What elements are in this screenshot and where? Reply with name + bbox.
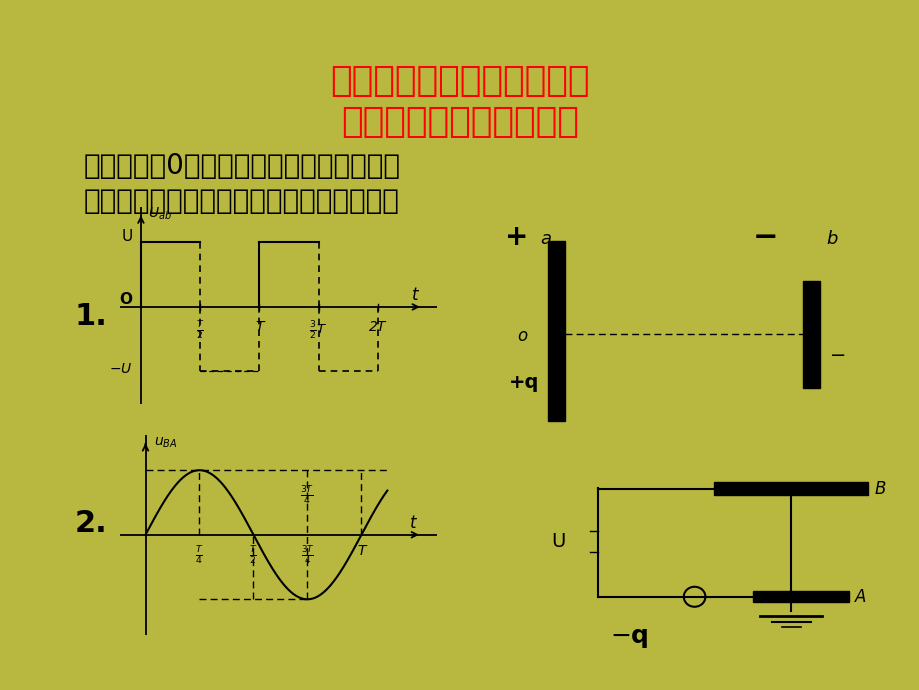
Text: $-\mathbf{q}$: $-\mathbf{q}$: [609, 627, 648, 650]
Text: $\frac{3}{2}T$: $\frac{3}{2}T$: [309, 320, 327, 342]
Text: t: t: [410, 514, 416, 532]
Text: $\frac{T}{4}$: $\frac{T}{4}$: [195, 544, 203, 566]
Text: a: a: [539, 230, 550, 248]
Text: +q: +q: [508, 373, 539, 392]
Text: $-U$: $-U$: [109, 362, 132, 375]
Text: U: U: [121, 229, 132, 244]
Text: $\frac{3T}{4}$: $\frac{3T}{4}$: [300, 484, 314, 506]
Text: −: −: [829, 346, 845, 365]
Text: O: O: [119, 292, 132, 307]
Text: B: B: [873, 480, 885, 497]
Bar: [713, 482, 868, 495]
Text: $U_{ab}$: $U_{ab}$: [148, 206, 172, 222]
Text: $\frac{3T}{4}$: $\frac{3T}{4}$: [301, 544, 314, 566]
Text: $\frac{T}{2}$: $\frac{T}{2}$: [196, 320, 204, 342]
Text: 1.: 1.: [74, 302, 108, 331]
Text: $u_{BA}$: $u_{BA}$: [154, 435, 177, 450]
Text: T: T: [357, 544, 365, 558]
Text: +: +: [505, 224, 528, 251]
Text: $\frac{T}{2}$: $\frac{T}{2}$: [249, 544, 257, 566]
Text: 粒子初速为0，重力不计，板间电压变化如: 粒子初速为0，重力不计，板间电压变化如: [84, 152, 400, 180]
Text: A: A: [854, 588, 866, 606]
Text: T: T: [255, 320, 264, 334]
Bar: [752, 591, 848, 602]
Text: o: o: [516, 327, 527, 345]
Text: 下图，应用运动图像描述粒子的运动情况：: 下图，应用运动图像描述粒子的运动情况：: [84, 186, 399, 215]
Text: 2T: 2T: [369, 320, 386, 334]
Bar: [547, 241, 564, 421]
Text: −: −: [752, 223, 777, 252]
Text: b: b: [825, 230, 836, 248]
Text: 2.: 2.: [74, 509, 108, 538]
Text: 应用速度图像分析带电粒子: 应用速度图像分析带电粒子: [330, 64, 589, 98]
Text: t: t: [412, 286, 418, 304]
Text: 在交变电场中的运动规律: 在交变电场中的运动规律: [341, 105, 578, 139]
Text: U: U: [551, 532, 565, 551]
Bar: [802, 281, 820, 388]
Text: −: −: [688, 590, 699, 604]
